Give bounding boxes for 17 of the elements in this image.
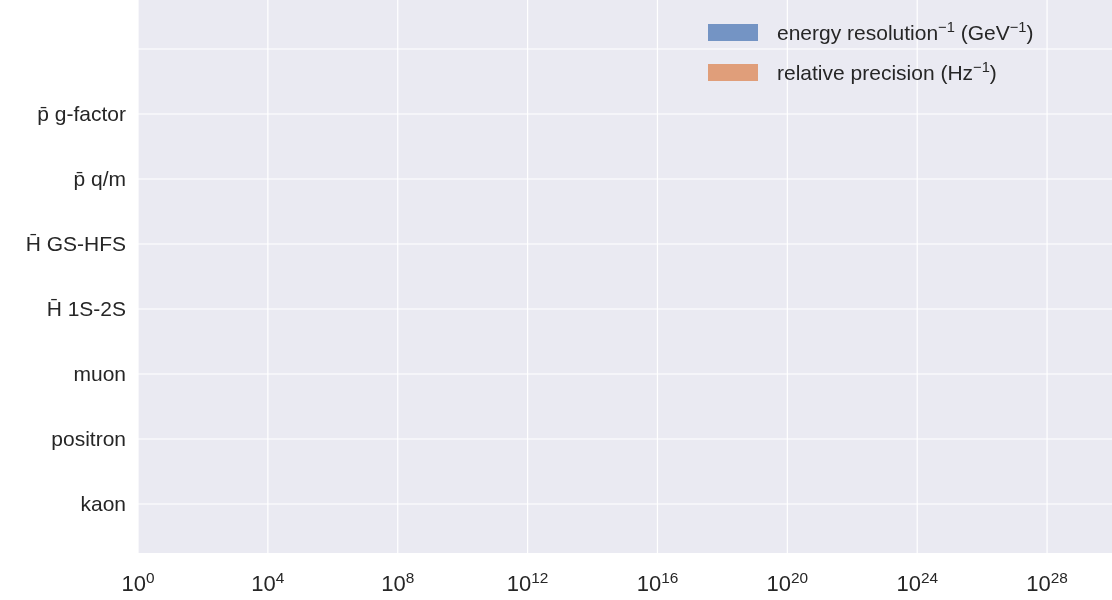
x-tick-label: 10$^{12}$	[506, 568, 549, 596]
x-tick-label: 10$^{28}$	[1026, 568, 1068, 596]
y-tick-label: H̄ 1S-2S	[46, 297, 126, 320]
y-tick-label: H̄ GS-HFS	[25, 232, 126, 255]
x-tick-label: 10$^{4}$	[251, 568, 285, 596]
x-tick-label: 10$^{16}$	[636, 568, 679, 596]
y-tick-label: muon	[73, 362, 126, 385]
x-tick-label: 10$^{0}$	[121, 568, 155, 596]
x-tick-label: 10$^{20}$	[766, 568, 809, 596]
legend-label: energy resolution$^{−1}$ (GeV$^{−1}$)	[777, 19, 1034, 44]
legend-label: relative precision (Hz$^{−1}$)	[777, 59, 997, 84]
x-tick-label: 10$^{8}$	[381, 568, 415, 596]
y-tick-label: kaon	[80, 492, 126, 515]
y-tick-label: p̄ g-factor	[37, 102, 126, 125]
y-tick-label: positron	[51, 427, 126, 450]
x-tick-label: 10$^{24}$	[896, 568, 939, 596]
y-tick-label: p̄ q/m	[73, 167, 126, 190]
